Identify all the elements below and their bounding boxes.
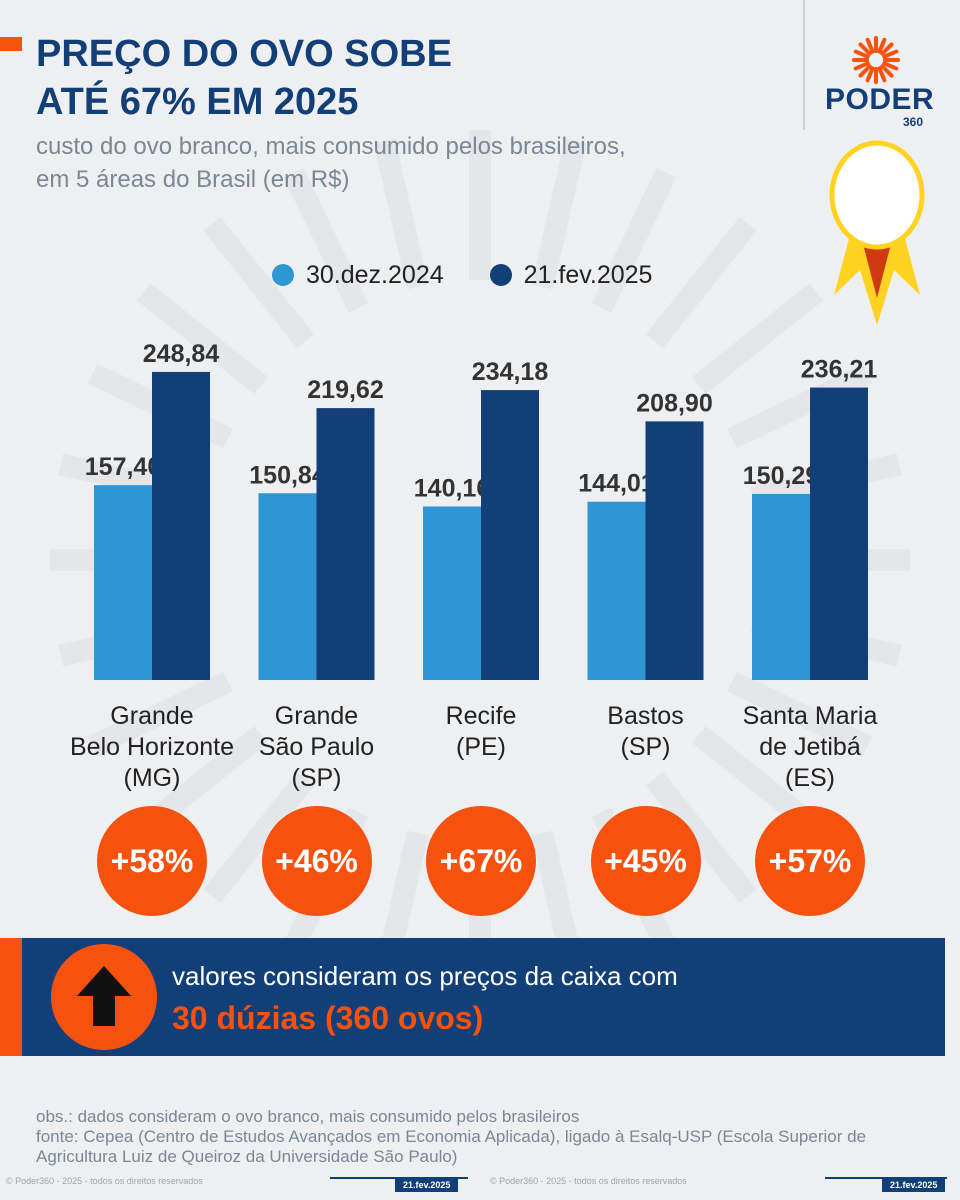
change-badge-3: +67% bbox=[426, 806, 536, 916]
bar-value-label-1-3: 140,16 bbox=[414, 474, 490, 502]
bar-series-1-3 bbox=[423, 506, 481, 680]
bar-series-2-4 bbox=[645, 421, 704, 680]
change-badge-1: +58% bbox=[97, 806, 207, 916]
bar-value-label-2-4: 208,90 bbox=[636, 389, 712, 417]
bar-series-1-1 bbox=[94, 485, 152, 680]
bar-value-label-1-5: 150,29 bbox=[743, 462, 819, 490]
bar-value-label-1-2: 150,84 bbox=[249, 461, 326, 489]
bar-value-label-2-1: 248,84 bbox=[143, 340, 220, 368]
legend-item-series-1: 30.dez.2024 bbox=[272, 261, 444, 290]
legend-swatch-series-1 bbox=[272, 264, 294, 286]
category-label-1: Grande Belo Horizonte (MG) bbox=[70, 702, 234, 792]
footnote-source: fonte: Cepea (Centro de Estudos Avançado… bbox=[36, 1127, 867, 1166]
change-badge-4: +45% bbox=[590, 806, 701, 916]
note-banner bbox=[0, 938, 945, 1056]
note-accent-edge bbox=[0, 938, 22, 1056]
egg-rocket-icon bbox=[829, 140, 925, 325]
bar-value-label-2-3: 234,18 bbox=[472, 358, 549, 386]
legend-label-series-1: 30.dez.2024 bbox=[306, 260, 444, 289]
title-line-1: PREÇO DO OVO SOBE bbox=[36, 33, 452, 75]
category-label-5: Santa Maria de Jetibá (ES) bbox=[742, 702, 878, 792]
logo-sub: 360 bbox=[903, 115, 924, 129]
arrow-up-icon bbox=[51, 944, 157, 1050]
sun-icon bbox=[852, 36, 900, 84]
date-tag-right: 21.fev.2025 bbox=[882, 1178, 946, 1192]
bar-series-1-2 bbox=[258, 493, 317, 680]
poder360-logo: PODER 360 bbox=[820, 35, 934, 129]
bar-series-1-5 bbox=[752, 493, 810, 680]
change-badge-5: +57% bbox=[755, 806, 865, 916]
page-title: PREÇO DO OVO SOBE ATÉ 67% EM 2025 bbox=[36, 30, 452, 126]
footnote: obs.: dados consideram o ovo branco, mai… bbox=[36, 1107, 936, 1167]
change-badge-2: +46% bbox=[261, 806, 372, 916]
date-tag-left: 21.fev.2025 bbox=[395, 1178, 459, 1192]
legend-label-series-2: 21.fev.2025 bbox=[523, 260, 653, 289]
bar-value-label-1-1: 157,40 bbox=[85, 453, 161, 481]
legend-item-series-2: 21.fev.2025 bbox=[489, 260, 653, 290]
note-highlight: 30 dúzias (360 ovos) bbox=[172, 1000, 484, 1036]
bar-series-2-5 bbox=[810, 387, 868, 680]
accent-tab bbox=[0, 37, 22, 51]
bar-series-2-2 bbox=[316, 408, 375, 680]
chart-legend: 30.dez.2024 21.fev.2025 bbox=[272, 258, 682, 292]
page-subtitle: custo do ovo branco, mais consumido pelo… bbox=[36, 133, 626, 193]
bar-value-label-2-2: 219,62 bbox=[307, 376, 383, 404]
bar-value-label-1-4: 144,01 bbox=[578, 470, 655, 498]
header-divider bbox=[803, 0, 805, 130]
category-label-4: Bastos (SP) bbox=[607, 702, 684, 761]
category-label-3: Recife (PE) bbox=[445, 702, 517, 761]
bar-series-2-1 bbox=[152, 371, 210, 680]
category-label-2: Grande São Paulo (SP) bbox=[258, 702, 375, 792]
copyright-right: © Poder360 - 2025 - todos os direitos re… bbox=[490, 1176, 687, 1186]
footnote-obs: obs.: dados consideram o ovo branco, mai… bbox=[36, 1107, 580, 1126]
legend-swatch-series-2 bbox=[489, 264, 512, 286]
logo-text: PODER bbox=[825, 83, 935, 116]
bar-series-1-4 bbox=[587, 501, 646, 680]
note-text: valores consideram os preços da caixa co… bbox=[172, 961, 678, 991]
bar-value-label-2-5: 236,21 bbox=[801, 356, 878, 384]
title-line-2: ATÉ 67% EM 2025 bbox=[36, 81, 359, 123]
bar-series-2-3 bbox=[481, 390, 539, 680]
copyright-left: © Poder360 - 2025 - todos os direitos re… bbox=[6, 1176, 203, 1186]
